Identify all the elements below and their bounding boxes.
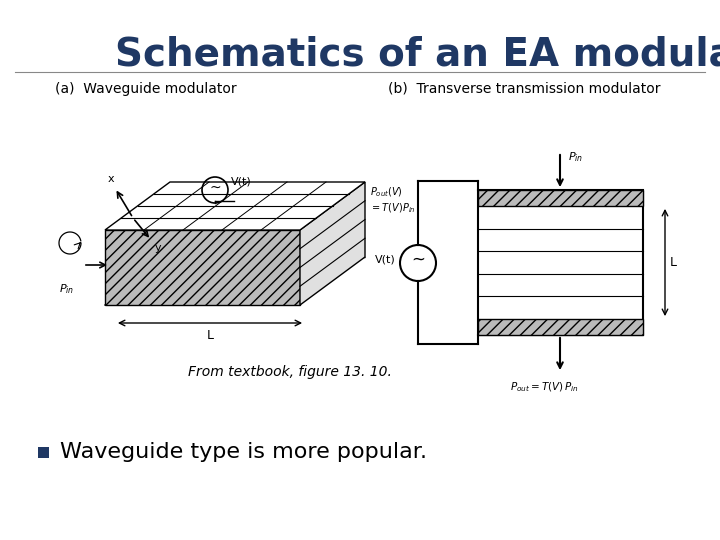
Text: $P_{in}$: $P_{in}$ xyxy=(568,150,583,164)
Text: L: L xyxy=(670,256,677,269)
Bar xyxy=(478,319,643,335)
Text: L: L xyxy=(207,329,214,342)
Text: x: x xyxy=(108,174,114,184)
Bar xyxy=(478,190,643,335)
Text: $= T(V)P_{in}$: $= T(V)P_{in}$ xyxy=(370,201,416,215)
Text: $P_{in}$: $P_{in}$ xyxy=(59,282,75,296)
Text: Schematics of an EA modulator: Schematics of an EA modulator xyxy=(115,35,720,73)
Text: Waveguide type is more popular.: Waveguide type is more popular. xyxy=(60,442,427,462)
Polygon shape xyxy=(105,182,365,230)
Bar xyxy=(478,190,643,206)
Text: V(t): V(t) xyxy=(231,177,252,187)
Text: $P_{out}(V)$: $P_{out}(V)$ xyxy=(370,185,402,199)
Bar xyxy=(38,447,49,458)
Text: V(t): V(t) xyxy=(375,255,396,265)
Polygon shape xyxy=(105,230,300,305)
Text: (a)  Waveguide modulator: (a) Waveguide modulator xyxy=(55,82,237,96)
Text: $P_{out} = T(V)\,P_{in}$: $P_{out} = T(V)\,P_{in}$ xyxy=(510,380,579,394)
Text: From textbook, figure 13. 10.: From textbook, figure 13. 10. xyxy=(188,365,392,379)
Text: (b)  Transverse transmission modulator: (b) Transverse transmission modulator xyxy=(388,82,660,96)
Text: y: y xyxy=(155,243,161,253)
Text: ~: ~ xyxy=(411,251,425,269)
Polygon shape xyxy=(300,182,365,305)
Text: ~: ~ xyxy=(210,181,221,195)
